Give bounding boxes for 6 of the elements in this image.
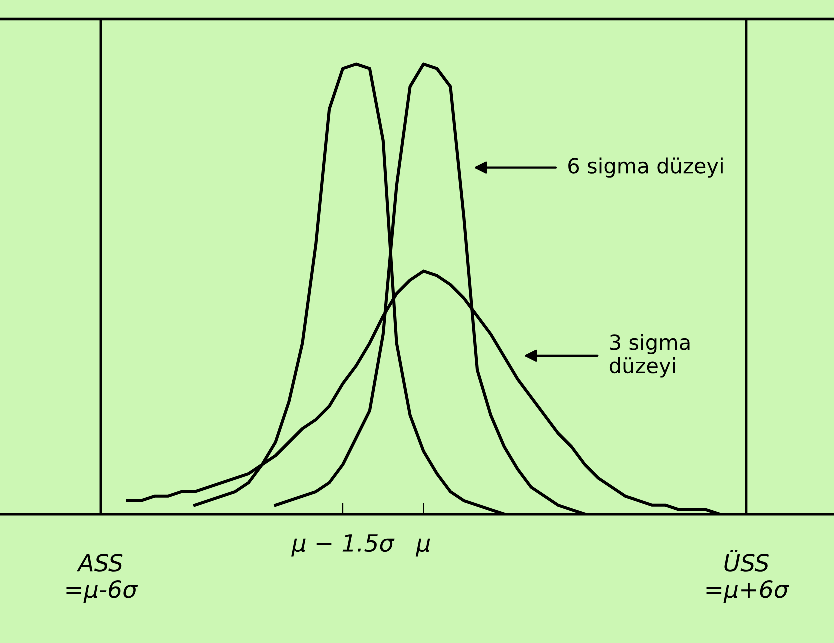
x-tick-label: μ − 1.5σ [292, 534, 395, 557]
annotation: 3 sigma düzeyi [610, 334, 690, 378]
x-tick-label: μ [416, 538, 430, 557]
x-tick-label: ASS =μ-6σ [66, 554, 138, 603]
annotation: 6 sigma düzeyi [568, 158, 723, 178]
x-tick-label: ÜSS =μ+6σ [706, 550, 790, 603]
